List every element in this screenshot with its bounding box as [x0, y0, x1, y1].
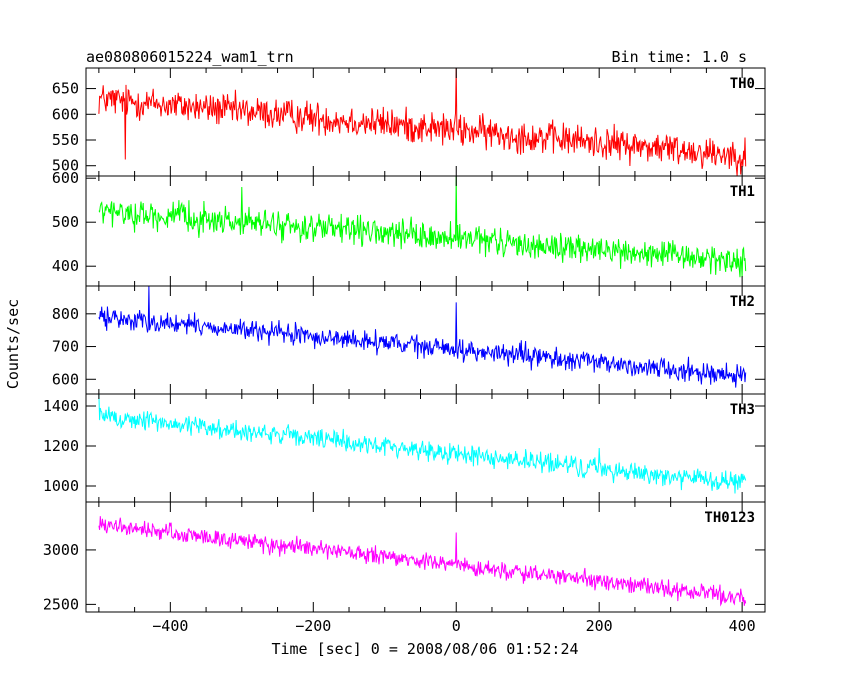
bin-time-label: Bin time: 1.0 s — [612, 48, 747, 66]
panel-frame — [85, 501, 766, 613]
x-tick-label: 0 — [452, 617, 461, 635]
series-line-th0 — [98, 68, 747, 176]
y-tick-label: 800 — [52, 305, 79, 323]
panel-label-th0: TH0 — [730, 76, 755, 92]
panel-label-th0123: TH0123 — [704, 510, 755, 526]
y-tick-label: 2500 — [43, 595, 79, 613]
y-tick-label: 500 — [52, 213, 79, 231]
x-tick-label: −400 — [152, 617, 188, 635]
panel-frame — [85, 67, 766, 177]
y-tick-label: 1400 — [43, 397, 79, 415]
x-tick-label: 200 — [586, 617, 613, 635]
panel-frame — [85, 285, 766, 395]
y-tick-label: 600 — [52, 370, 79, 388]
x-tick-label: 400 — [729, 617, 756, 635]
y-tick-label: 550 — [52, 131, 79, 149]
y-tick-label: 700 — [52, 338, 79, 356]
chart-title: ae080806015224_wam1_trn — [86, 48, 294, 66]
y-tick-label: 1200 — [43, 437, 79, 455]
y-tick-label: 1000 — [43, 477, 79, 495]
series-line-th2 — [98, 286, 747, 388]
y-tick-label: 650 — [52, 80, 79, 98]
x-tick-label: −200 — [295, 617, 331, 635]
panel-label-th3: TH3 — [730, 402, 755, 418]
x-axis-title: Time [sec] 0 = 2008/08/06 01:52:24 — [271, 640, 578, 658]
y-tick-label: 500 — [52, 157, 79, 175]
panel-label-th2: TH2 — [730, 294, 755, 310]
y-tick-label: 600 — [52, 169, 79, 187]
y-tick-label: 600 — [52, 105, 79, 123]
y-axis-title: Counts/sec — [4, 299, 22, 389]
series-line-th1 — [98, 176, 747, 278]
series-line-th3 — [98, 394, 747, 494]
panel-label-th1: TH1 — [730, 184, 755, 200]
y-tick-label: 400 — [52, 257, 79, 275]
y-tick-label: 3000 — [43, 541, 79, 559]
series-line-th0123 — [98, 516, 747, 607]
